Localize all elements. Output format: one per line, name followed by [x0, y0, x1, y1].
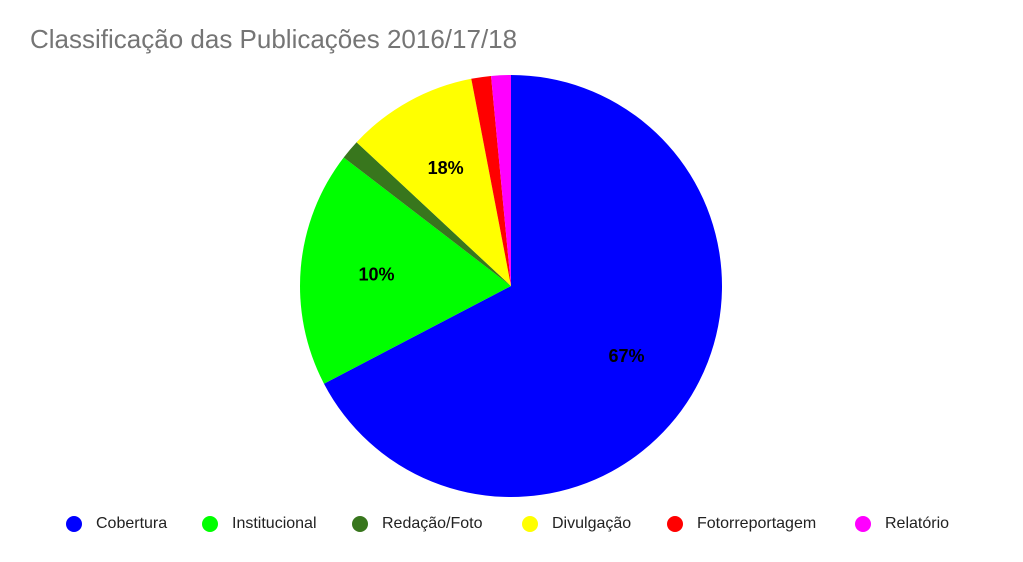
pie-slice-1[interactable]	[300, 157, 511, 384]
legend-item[interactable]: Redação/Foto	[352, 512, 483, 536]
legend-swatch	[202, 516, 218, 532]
legend-swatch	[522, 516, 538, 532]
pie-slice-4[interactable]	[471, 75, 511, 286]
legend-swatch	[667, 516, 683, 532]
legend-swatch	[66, 516, 82, 532]
chart-title: Classificação das Publicações 2016/17/18	[30, 24, 518, 54]
legend-item[interactable]: Fotorreportagem	[667, 512, 816, 536]
legend-label: Divulgação	[552, 515, 632, 532]
slice-value-label: 67%	[608, 346, 644, 366]
legend-label: Relatório	[885, 515, 950, 532]
pie-chart: 67% 10% 18%	[300, 75, 722, 497]
slice-value-label: 10%	[358, 264, 394, 284]
legend-item[interactable]: Relatório	[855, 512, 949, 536]
legend-swatch	[352, 516, 368, 532]
pie-slice-3[interactable]	[356, 78, 511, 286]
legend-label: Redação/Foto	[382, 515, 483, 532]
slice-value-label: 18%	[428, 158, 464, 178]
legend-label: Institucional	[232, 515, 317, 532]
legend-item[interactable]: Cobertura	[66, 512, 167, 536]
legend-label: Fotorreportagem	[697, 515, 817, 532]
legend-swatch	[855, 516, 871, 532]
legend-item[interactable]: Divulgação	[522, 512, 631, 536]
legend-label: Cobertura	[96, 515, 168, 532]
chart-legend: Cobertura Institucional Redação/Foto Divulg…	[0, 512, 1023, 536]
pie-slice-0[interactable]	[323, 75, 722, 497]
pie-slice-5[interactable]	[491, 75, 511, 286]
pie-slice-2[interactable]	[343, 142, 511, 286]
legend-item[interactable]: Institucional	[202, 512, 317, 536]
